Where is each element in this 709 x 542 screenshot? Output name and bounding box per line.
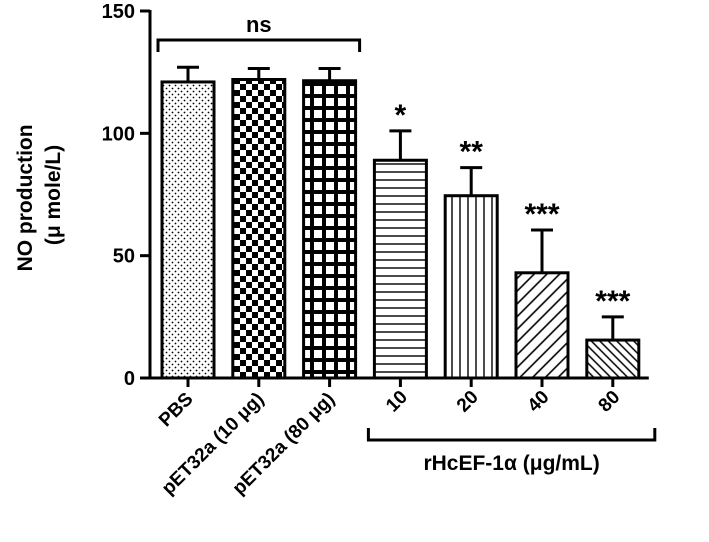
bar (231, 78, 287, 380)
y-tick-label: 150 (102, 1, 135, 23)
bar (585, 338, 641, 380)
bar (372, 158, 428, 380)
significance-label: ** (460, 136, 484, 169)
y-axis-label-line1: NO production (14, 124, 37, 271)
significance-label: *** (524, 198, 559, 231)
bars (160, 65, 641, 380)
bar-group (160, 65, 216, 380)
significance-label: * (395, 99, 407, 132)
ns-bracket (156, 38, 362, 52)
bar-group (514, 228, 570, 380)
significance-label: *** (595, 285, 630, 318)
x-tick-label: 80 (595, 387, 625, 417)
bar-group (372, 129, 428, 380)
y-axis-label-line2: (μ mole/L) (42, 145, 65, 245)
y-axis-label: NO production (μ mole/L) (14, 119, 65, 272)
bar-group (585, 315, 641, 380)
bar (514, 271, 570, 380)
bar-group (231, 66, 287, 380)
bar (443, 194, 499, 380)
bar-group (443, 166, 499, 380)
x-tick-label: 40 (524, 387, 554, 417)
x-tick-label: 20 (453, 387, 483, 417)
bar (302, 79, 358, 380)
group-label: rHcEF-1α (μg/mL) (423, 452, 599, 475)
x-tick-label: 10 (382, 387, 412, 417)
bar-group (302, 66, 358, 380)
x-tick-label: PBS (155, 389, 197, 431)
y-tick-label: 100 (102, 123, 135, 145)
ns-label: ns (246, 12, 272, 37)
bar (160, 80, 216, 380)
y-tick-label: 0 (124, 368, 135, 390)
y-tick-label: 50 (113, 246, 135, 268)
group-bracket (366, 428, 657, 442)
